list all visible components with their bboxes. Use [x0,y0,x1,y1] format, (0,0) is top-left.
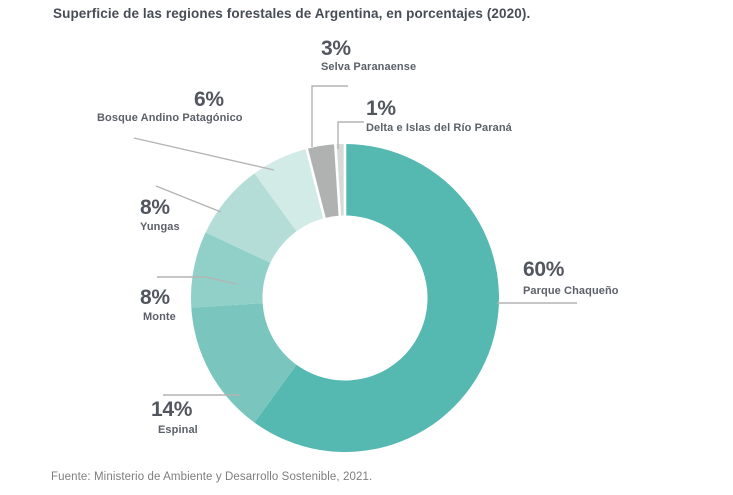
slice-label-espinal: Espinal [158,424,198,436]
slice-pct-bosque-andino: 6% [194,88,224,111]
slice-label-bosque-andino: Bosque Andino Patagónico [97,112,243,124]
donut-slice-0 [254,144,499,453]
slice-pct-monte: 8% [140,286,170,309]
leader-line-5 [311,85,348,147]
slice-label-selva-paranaense: Selva Paranaense [321,61,417,73]
slice-separator-0 [305,147,326,220]
leader-line-2 [157,276,238,285]
slice-pct-espinal: 14% [151,398,193,421]
donut-slice-5 [306,144,340,219]
slice-pct-yungas: 8% [140,196,170,219]
leader-line-4 [133,137,275,171]
leader-line-3 [155,185,222,213]
slice-label-parque-chaqueno: Parque Chaqueño [523,285,619,297]
slice-label-delta-islas: Delta e Islas del Río Paraná [366,122,512,134]
slice-separator-1 [333,143,342,217]
slice-pct-delta-islas: 1% [366,97,396,120]
slice-pct-parque-chaqueno: 60% [523,258,565,281]
chart-title: Superficie de las regiones forestales de… [53,6,531,21]
slice-label-monte: Monte [143,311,176,323]
donut-slice-2 [191,232,271,308]
slice-label-yungas: Yungas [140,221,180,233]
leader-line-6 [337,121,364,149]
donut-slice-3 [205,173,297,263]
donut-slice-6 [335,144,345,216]
donut-slice-1 [191,303,297,423]
source-note: Fuente: Ministerio de Ambiente y Desarro… [51,471,373,483]
slice-pct-selva-paranaense: 3% [321,37,351,60]
